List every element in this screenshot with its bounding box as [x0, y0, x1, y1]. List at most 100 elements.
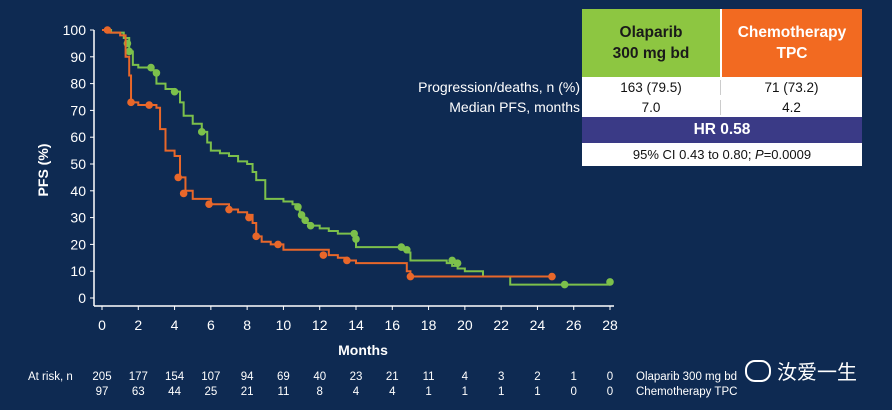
censor-mark-olaparib	[403, 245, 411, 254]
censor-mark-olaparib	[560, 280, 569, 289]
x-tick-label: 26	[566, 317, 582, 333]
summary-table: Olaparib 300 mg bd Chemotherapy TPC Prog…	[418, 9, 862, 166]
row-label: Progression/deaths, n (%)	[418, 79, 580, 95]
x-tick-label: 0	[98, 317, 106, 333]
censor-mark-chemotherapy	[252, 232, 261, 241]
censor-mark-chemotherapy	[179, 189, 188, 198]
censor-mark-chemotherapy	[406, 272, 415, 281]
at-risk-value: 1	[462, 386, 468, 398]
at-risk-value: 97	[96, 386, 109, 398]
x-tick-label: 8	[243, 317, 251, 333]
at-risk-value: 107	[201, 371, 220, 383]
censor-mark-chemotherapy	[145, 101, 153, 109]
at-risk-value: 94	[241, 371, 254, 383]
at-risk-value: 3	[498, 371, 504, 383]
censor-mark-olaparib	[294, 203, 302, 211]
censor-mark-olaparib	[297, 211, 306, 219]
olaparib-value: 163 (79.5)	[582, 79, 721, 95]
y-tick-label: 10	[70, 263, 86, 279]
at-risk-value: 4	[353, 386, 360, 398]
x-tick-label: 16	[384, 317, 400, 333]
watermark-text: 汝爱一生	[777, 362, 857, 384]
x-tick-label: 2	[134, 317, 142, 333]
row-label: Median PFS, months	[449, 99, 580, 115]
y-tick-label: 40	[70, 183, 86, 199]
chemo-value: 71 (73.2)	[764, 79, 819, 95]
p-italic: P	[755, 147, 764, 162]
at-risk-value: 11	[277, 386, 289, 398]
at-risk-value: 25	[204, 386, 217, 398]
chat-bubble-icon	[745, 359, 771, 382]
at-risk-value: 1	[571, 371, 577, 383]
censor-mark-chemotherapy	[274, 240, 282, 249]
y-tick-label: 0	[78, 290, 86, 306]
at-risk-value: 40	[313, 371, 326, 383]
censor-mark-olaparib	[125, 47, 134, 56]
censor-mark-olaparib	[606, 278, 614, 286]
p-value: =0.0009	[763, 147, 812, 162]
at-risk-value: 1	[534, 386, 540, 398]
censor-mark-olaparib	[352, 235, 360, 243]
at-risk-value: 23	[350, 371, 363, 383]
y-tick-label: 90	[70, 49, 86, 65]
olaparib-value: 7.0	[582, 99, 721, 115]
y-tick-label: 60	[70, 129, 86, 145]
y-axis-title: PFS (%)	[35, 144, 51, 197]
censor-mark-chemotherapy	[127, 98, 135, 107]
x-tick-label: 10	[276, 317, 292, 333]
censor-mark-chemotherapy	[343, 256, 351, 265]
censor-mark-chemotherapy	[205, 200, 213, 208]
chemo-header-label: Chemotherapy TPC	[737, 24, 847, 62]
censor-mark-olaparib	[306, 221, 315, 230]
x-tick-label: 14	[348, 317, 364, 333]
y-tick-label: 30	[70, 210, 86, 226]
x-axis-title: Months	[338, 342, 388, 358]
censor-mark-chemotherapy	[319, 251, 328, 259]
censor-mark-chemotherapy	[245, 213, 253, 222]
survival-curves	[102, 26, 614, 289]
hazard-ratio: HR 0.58	[582, 117, 862, 143]
chemo-header: Chemotherapy TPC	[722, 9, 862, 77]
at-risk-table: At risk, n 205 177 154 107 94 69 40 23 21 11 4 3 2 1 0 O…	[28, 371, 737, 398]
censor-mark-olaparib	[453, 259, 462, 267]
censor-mark-chemotherapy	[103, 26, 112, 34]
censor-mark-olaparib	[170, 87, 179, 96]
x-tick-label: 22	[493, 317, 509, 333]
at-risk-value: 69	[277, 371, 290, 383]
x-tick-label: 12	[312, 317, 328, 333]
series-line-olaparib	[102, 29, 610, 286]
at-risk-value: 11	[423, 371, 435, 383]
censor-mark-olaparib	[147, 63, 155, 72]
x-tick-label: 4	[171, 317, 179, 333]
olaparib-header-label: Olaparib 300 mg bd	[612, 24, 690, 62]
at-risk-value: 44	[168, 386, 181, 398]
censor-mark-chemotherapy	[548, 272, 556, 281]
at-risk-value: 0	[571, 386, 577, 398]
censor-mark-olaparib	[301, 216, 310, 225]
at-risk-value: 2	[534, 371, 540, 383]
watermark: 汝爱一生	[745, 356, 857, 385]
at-risk-value: 4	[389, 386, 396, 398]
axes	[93, 30, 614, 307]
at-risk-value: 154	[165, 371, 185, 383]
summary-row-median: Median PFS, months 7.0 4.2	[449, 97, 862, 117]
summary-header: Olaparib 300 mg bd Chemotherapy TPC	[582, 9, 862, 77]
summary-row-progression: Progression/deaths, n (%) 163 (79.5) 71 …	[418, 77, 862, 97]
at-risk-value: 205	[92, 371, 111, 383]
at-risk-value: 63	[132, 386, 145, 398]
x-tick-label: 20	[457, 317, 473, 333]
y-tick-label: 70	[70, 102, 86, 118]
at-risk-row-name: Olaparib 300 mg bd	[636, 371, 737, 383]
y-tick-labels: 0 10 20 30 40 50 60 70 80 90 100	[63, 22, 94, 306]
censor-mark-olaparib	[152, 69, 161, 77]
y-tick-label: 20	[70, 236, 86, 252]
x-tick-label: 6	[207, 317, 215, 333]
censor-mark-chemotherapy	[225, 205, 233, 214]
at-risk-value: 0	[607, 386, 613, 398]
confidence-interval: 95% CI 0.43 to 0.80; P=0.0009	[582, 143, 862, 166]
olaparib-header: Olaparib 300 mg bd	[582, 9, 722, 77]
censor-mark-olaparib	[197, 128, 206, 136]
x-tick-labels: 0 2 4 6 8 10 12 14 16 18 20 22 24 26 28	[98, 306, 618, 333]
y-tick-label: 80	[70, 76, 86, 92]
